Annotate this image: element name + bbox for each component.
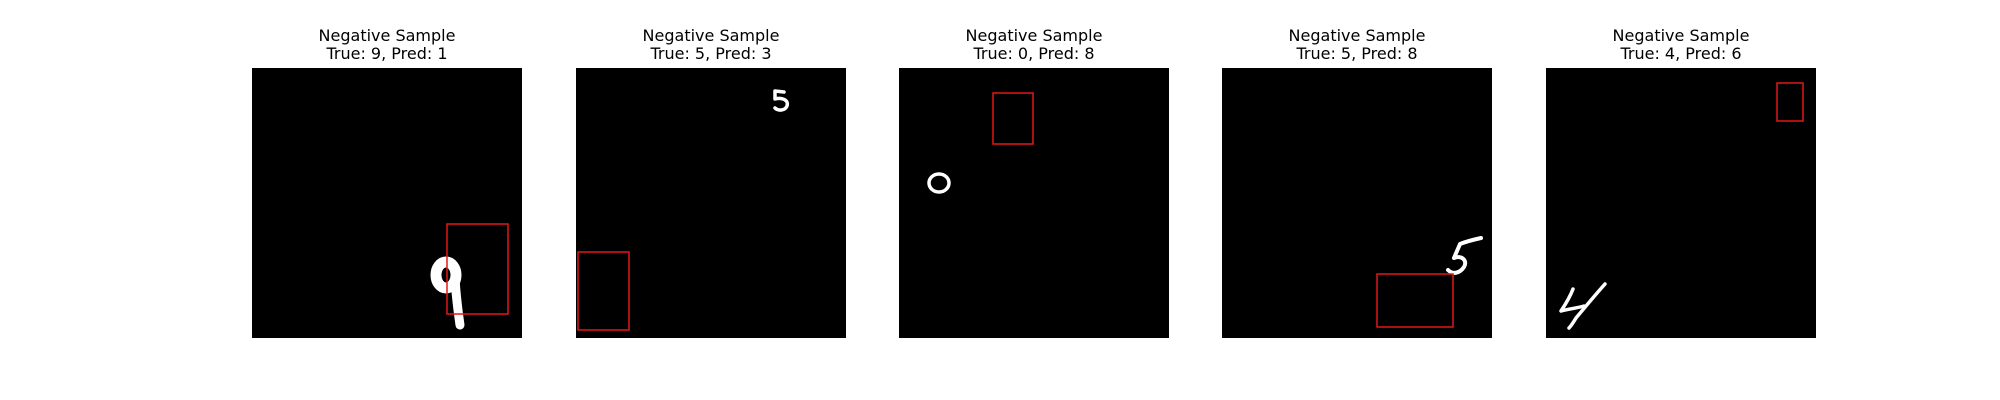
sample-image (1546, 68, 1816, 338)
digit-image-svg (1546, 68, 1816, 338)
panel-title: Negative Sample True: 4, Pred: 6 (1546, 27, 1816, 63)
sample-panel-5: Negative Sample True: 4, Pred: 6 (1546, 0, 1816, 400)
sample-image (1222, 68, 1492, 338)
panel-heading: Negative Sample (965, 26, 1103, 45)
image-background (1222, 68, 1492, 338)
panel-caption: True: 0, Pred: 8 (973, 44, 1095, 63)
panel-heading: Negative Sample (318, 26, 456, 45)
handwritten-digit (1559, 282, 1607, 330)
digit-image-svg (252, 68, 522, 338)
sample-panel-4: Negative Sample True: 5, Pred: 8 (1222, 0, 1492, 400)
panel-caption: True: 9, Pred: 1 (326, 44, 448, 63)
sample-image (576, 68, 846, 338)
panel-title: Negative Sample True: 5, Pred: 8 (1222, 27, 1492, 63)
sample-image (899, 68, 1169, 338)
prediction-box (1376, 273, 1454, 328)
image-background (1546, 68, 1816, 338)
image-background (252, 68, 522, 338)
image-background (899, 68, 1169, 338)
digit-image-svg (576, 68, 846, 338)
digit-image-svg (899, 68, 1169, 338)
panel-caption: True: 4, Pred: 6 (1620, 44, 1742, 63)
panel-heading: Negative Sample (642, 26, 780, 45)
image-background (576, 68, 846, 338)
sample-panel-2: Negative Sample True: 5, Pred: 3 (576, 0, 846, 400)
panel-caption: True: 5, Pred: 8 (1296, 44, 1418, 63)
panel-caption: True: 5, Pred: 3 (650, 44, 772, 63)
prediction-box (446, 223, 509, 315)
sample-image (252, 68, 522, 338)
sample-panel-3: Negative Sample True: 0, Pred: 8 (899, 0, 1169, 400)
digit-image-svg (1222, 68, 1492, 338)
handwritten-digit (430, 256, 465, 330)
prediction-box (1776, 82, 1804, 122)
handwritten-digit (1446, 236, 1483, 275)
sample-panel-1: Negative Sample True: 9, Pred: 1 (252, 0, 522, 400)
handwritten-digit (927, 172, 951, 194)
panel-title: Negative Sample True: 5, Pred: 3 (576, 27, 846, 63)
handwritten-digit (773, 89, 790, 112)
panel-title: Negative Sample True: 0, Pred: 8 (899, 27, 1169, 63)
panel-title: Negative Sample True: 9, Pred: 1 (252, 27, 522, 63)
panel-heading: Negative Sample (1288, 26, 1426, 45)
prediction-box (577, 251, 630, 331)
panel-heading: Negative Sample (1612, 26, 1750, 45)
prediction-box (992, 92, 1034, 145)
